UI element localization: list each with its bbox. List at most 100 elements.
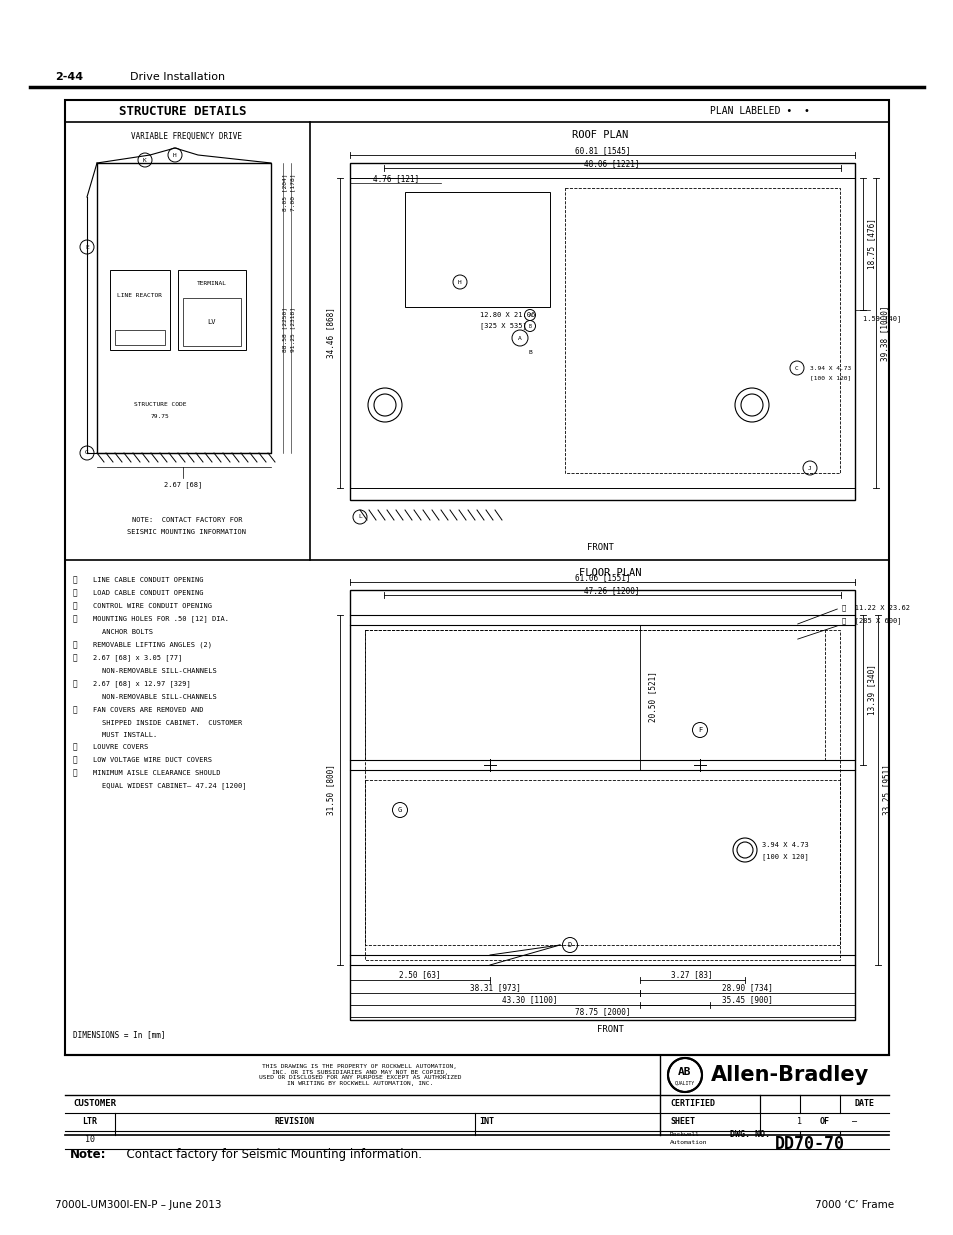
Text: 2.67 [68] x 12.97 [329]: 2.67 [68] x 12.97 [329] — [92, 680, 191, 688]
Text: Ⓕ: Ⓕ — [73, 653, 77, 662]
Text: TERMINAL: TERMINAL — [196, 280, 227, 285]
Text: LOW VOLTAGE WIRE DUCT COVERS: LOW VOLTAGE WIRE DUCT COVERS — [92, 757, 212, 763]
Text: A: A — [517, 336, 521, 341]
Text: B: B — [528, 324, 531, 329]
Bar — [564, 188, 840, 473]
Text: ANCHOR BOLTS: ANCHOR BOLTS — [102, 629, 152, 635]
Text: INT: INT — [479, 1118, 494, 1126]
Text: 78.75 [2000]: 78.75 [2000] — [575, 1008, 630, 1016]
Text: NON-REMOVABLE SILL-CHANNELS: NON-REMOVABLE SILL-CHANNELS — [102, 694, 216, 700]
Text: 18.75 [476]: 18.75 [476] — [866, 219, 876, 269]
Text: NOTE:  CONTACT FACTORY FOR: NOTE: CONTACT FACTORY FOR — [132, 517, 242, 522]
Text: Allen-Bradley: Allen-Bradley — [710, 1065, 868, 1086]
Text: 3.94 X 4.73: 3.94 X 4.73 — [761, 842, 808, 848]
Text: H: H — [172, 152, 176, 158]
Text: 48.06 [1221]: 48.06 [1221] — [583, 159, 639, 168]
Text: 31.50 [800]: 31.50 [800] — [326, 764, 335, 815]
Text: 2.67 [68]: 2.67 [68] — [164, 482, 202, 488]
Text: LV: LV — [208, 319, 216, 325]
Text: EQUAL WIDEST CABINET– 47.24 [1200]: EQUAL WIDEST CABINET– 47.24 [1200] — [102, 783, 246, 789]
Text: FAN COVERS ARE REMOVED AND: FAN COVERS ARE REMOVED AND — [92, 706, 203, 713]
Text: 20.50 [521]: 20.50 [521] — [647, 672, 657, 722]
Bar — [183, 298, 241, 346]
Text: LINE REACTOR: LINE REACTOR — [117, 293, 162, 298]
Circle shape — [667, 1058, 701, 1092]
Text: FRONT: FRONT — [596, 1025, 622, 1035]
Text: DATE: DATE — [854, 1099, 874, 1109]
Text: MUST INSTALL.: MUST INSTALL. — [102, 732, 157, 739]
Text: Contact factory for Seismic Mounting information.: Contact factory for Seismic Mounting inf… — [119, 1149, 421, 1161]
Text: SHIPPED INSIDE CABINET.  CUSTOMER: SHIPPED INSIDE CABINET. CUSTOMER — [102, 720, 242, 726]
Text: Ⓑ  [285 X 600]: Ⓑ [285 X 600] — [841, 618, 901, 625]
Text: VARIABLE FREQUENCY DRIVE: VARIABLE FREQUENCY DRIVE — [132, 131, 242, 141]
Text: Ⓚ: Ⓚ — [73, 768, 77, 778]
Text: SEISMIC MOUNTING INFORMATION: SEISMIC MOUNTING INFORMATION — [128, 529, 246, 535]
Text: 2.50 [63]: 2.50 [63] — [398, 971, 440, 979]
Text: J: J — [807, 466, 811, 471]
Text: 34.46 [868]: 34.46 [868] — [326, 308, 335, 358]
Text: Rockwell: Rockwell — [669, 1132, 700, 1137]
Bar — [350, 590, 854, 1020]
Text: QUALITY: QUALITY — [674, 1081, 695, 1086]
Bar — [365, 630, 840, 960]
Text: G: G — [397, 806, 402, 813]
Text: 7000L-UM300I-EN-P – June 2013: 7000L-UM300I-EN-P – June 2013 — [55, 1200, 221, 1210]
Text: G: G — [85, 451, 89, 456]
Bar — [365, 781, 840, 945]
Text: 3.94 X 4.73: 3.94 X 4.73 — [809, 366, 850, 370]
Text: MINIMUM AISLE CLEARANCE SHOULD: MINIMUM AISLE CLEARANCE SHOULD — [92, 769, 220, 776]
Text: SHEET: SHEET — [669, 1118, 695, 1126]
Text: DIMENSIONS = In [mm]: DIMENSIONS = In [mm] — [73, 1030, 165, 1040]
Text: H: H — [457, 279, 461, 284]
Text: CONTROL WIRE CONDUIT OPENING: CONTROL WIRE CONDUIT OPENING — [92, 603, 212, 609]
Text: REVISION: REVISION — [274, 1118, 314, 1126]
Text: 2-44: 2-44 — [55, 72, 83, 82]
Bar — [97, 163, 271, 453]
Text: Ⓐ: Ⓐ — [73, 576, 77, 584]
Text: DWG. NO.: DWG. NO. — [729, 1130, 769, 1140]
Text: LINE CABLE CONDUIT OPENING: LINE CABLE CONDUIT OPENING — [92, 577, 203, 583]
Text: MOUNTING HOLES FOR .50 [12] DIA.: MOUNTING HOLES FOR .50 [12] DIA. — [92, 615, 229, 622]
Text: 39.38 [1000]: 39.38 [1000] — [880, 305, 888, 361]
Text: Ⓔ: Ⓔ — [73, 641, 77, 650]
Text: 7.00 [178]: 7.00 [178] — [291, 173, 295, 211]
Text: 2.67 [68] x 3.05 [77]: 2.67 [68] x 3.05 [77] — [92, 655, 182, 662]
Text: FLOOR PLAN: FLOOR PLAN — [578, 568, 640, 578]
Text: 12.80 X 21.06: 12.80 X 21.06 — [479, 312, 535, 317]
Text: REMOVABLE LIFTING ANGLES (2): REMOVABLE LIFTING ANGLES (2) — [92, 642, 212, 648]
Text: STRUCTURE CODE: STRUCTURE CODE — [133, 403, 186, 408]
Text: PLAN LABELED •  •: PLAN LABELED • • — [709, 106, 809, 116]
Text: THIS DRAWING IS THE PROPERTY OF ROCKWELL AUTOMATION,
INC. OR ITS SUBSIDIARIES AN: THIS DRAWING IS THE PROPERTY OF ROCKWELL… — [258, 1063, 460, 1087]
Text: 60.81 [1545]: 60.81 [1545] — [575, 147, 630, 156]
Text: CUSTOMER: CUSTOMER — [73, 1099, 116, 1109]
Text: –: – — [852, 1118, 857, 1126]
Text: Ⓗ: Ⓗ — [73, 705, 77, 715]
Text: 7000 ‘C’ Frame: 7000 ‘C’ Frame — [814, 1200, 893, 1210]
Text: 91.25 [2318]: 91.25 [2318] — [291, 308, 295, 352]
Text: 35.45 [900]: 35.45 [900] — [720, 995, 772, 1004]
Text: LOAD CABLE CONDUIT OPENING: LOAD CABLE CONDUIT OPENING — [92, 590, 203, 597]
Text: STRUCTURE DETAILS: STRUCTURE DETAILS — [119, 105, 247, 117]
Text: Ⓒ: Ⓒ — [73, 601, 77, 610]
Text: Drive Installation: Drive Installation — [130, 72, 225, 82]
Text: 1: 1 — [797, 1118, 801, 1126]
Text: 88.58 [2250]: 88.58 [2250] — [282, 308, 287, 352]
Text: ROOF PLAN: ROOF PLAN — [571, 130, 627, 140]
Text: NON-REMOVABLE SILL-CHANNELS: NON-REMOVABLE SILL-CHANNELS — [102, 668, 216, 674]
Text: 43.30 [1100]: 43.30 [1100] — [501, 995, 558, 1004]
Bar — [405, 191, 550, 308]
Text: LTR: LTR — [82, 1118, 97, 1126]
Text: C: C — [794, 366, 798, 370]
Text: F: F — [698, 727, 701, 734]
Text: K: K — [143, 158, 147, 163]
Text: Automation: Automation — [669, 1140, 707, 1146]
Text: Ⓐ  11.22 X 23.62: Ⓐ 11.22 X 23.62 — [841, 605, 909, 611]
Text: L: L — [357, 515, 361, 520]
Text: 3.27 [83]: 3.27 [83] — [671, 971, 712, 979]
Text: 33.25 [951]: 33.25 [951] — [882, 764, 890, 815]
Text: Note:: Note: — [70, 1149, 107, 1161]
Text: Ⓘ: Ⓘ — [73, 742, 77, 752]
Text: 1.59 [40]: 1.59 [40] — [862, 316, 901, 322]
Text: FRONT: FRONT — [586, 543, 613, 552]
Text: 28.90 [734]: 28.90 [734] — [720, 983, 772, 993]
